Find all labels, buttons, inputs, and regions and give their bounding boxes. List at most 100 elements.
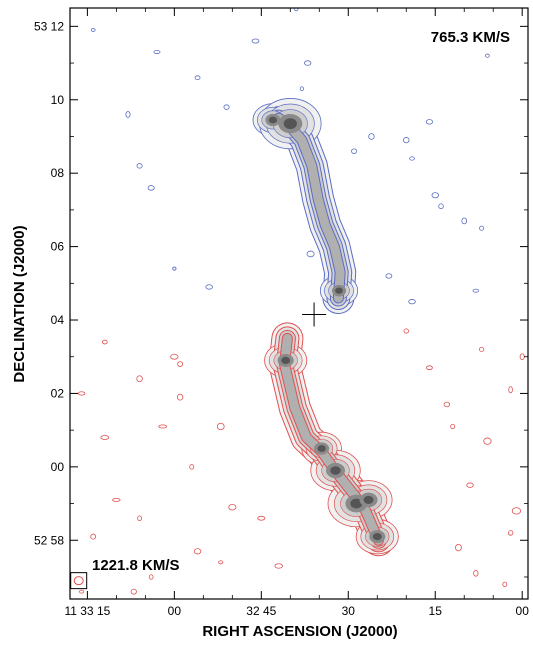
noise-contour-blue (90, 28, 96, 32)
noise-contour-red (90, 533, 97, 540)
noise-contour-red (177, 361, 184, 367)
velocity-label-red: 1221.8 KM/S (92, 557, 180, 574)
noise-contours (77, 0, 525, 595)
noise-contour-red (112, 497, 121, 502)
emission-blue (252, 98, 359, 314)
noise-contour-blue (461, 217, 468, 225)
x-tick-label: 00 (168, 604, 182, 618)
beam-ellipse (73, 576, 84, 586)
noise-contour-red (473, 569, 479, 577)
y-tick-label: 06 (51, 240, 65, 254)
y-tick-label: 04 (51, 313, 65, 327)
noise-contour-red (508, 386, 513, 394)
noise-contour-blue (147, 185, 155, 191)
noise-contour-red (483, 437, 492, 445)
noise-contour-red (216, 422, 225, 431)
y-tick-label: 53 12 (34, 19, 64, 33)
noise-contour-blue (125, 111, 131, 118)
blob-peak-2 (335, 287, 343, 294)
axis-ticks (70, 8, 528, 599)
noise-contour-blue (136, 163, 143, 169)
x-tick-label: 15 (429, 604, 443, 618)
noise-contour-red (443, 401, 451, 408)
noise-contour-blue (293, 8, 299, 12)
noise-contour-red (77, 391, 86, 396)
x-tick-label: 32 45 (246, 604, 276, 618)
noise-contour-red (511, 507, 521, 515)
noise-contour-red (193, 548, 202, 555)
noise-contour-red (137, 515, 142, 522)
noise-contour-blue (368, 133, 375, 140)
noise-contour-red (177, 393, 184, 401)
noise-contour-blue (351, 148, 358, 154)
y-tick-label: 10 (51, 93, 65, 107)
noise-contour-red (218, 560, 224, 565)
noise-contour-blue (306, 250, 315, 258)
tick-labels: 11 33 15 00 32 45 30 15 00 53 12 10 08 06 04 02 00 52… (34, 19, 529, 618)
noise-contour-red (403, 328, 409, 334)
noise-contour-blue (223, 104, 230, 110)
noise-contour-red (479, 346, 485, 352)
noise-contour-blue (276, 0, 281, 3)
noise-contour-red (170, 353, 179, 360)
y-tick-label: 02 (51, 386, 65, 400)
center-cross (302, 302, 327, 327)
noise-contour-blue (385, 273, 393, 279)
y-tick-label: 52 58 (34, 533, 64, 547)
noise-contour-red (502, 581, 508, 588)
contour-layer (77, 0, 525, 595)
noise-contour-red (100, 435, 110, 440)
noise-contour-red (189, 464, 195, 470)
noise-contour-blue (472, 288, 480, 293)
emission-red (264, 322, 399, 557)
noise-contour-blue (431, 192, 439, 199)
noise-contour-blue (409, 156, 415, 161)
noise-contour-blue (299, 86, 304, 92)
noise-contour-blue (205, 284, 213, 290)
y-tick-label: 00 (51, 460, 65, 474)
noise-contour-blue (403, 137, 410, 144)
noise-contour-red (148, 574, 154, 580)
noise-contour-red (257, 515, 266, 521)
noise-contour-blue (408, 299, 416, 305)
noise-contour-blue (251, 38, 260, 44)
blob-peak-1 (317, 445, 326, 452)
noise-contour-red (426, 365, 433, 371)
x-tick-label: 00 (516, 604, 530, 618)
beam-box (70, 572, 88, 590)
noise-contour-red (507, 530, 514, 536)
noise-contour-blue (172, 266, 177, 271)
noise-contour-red (136, 375, 143, 383)
noise-contour-red (79, 589, 85, 594)
blob-peak-5 (372, 532, 382, 541)
y-axis-title: DECLINATION (J2000) (11, 225, 28, 382)
x-tick-label: 30 (342, 604, 356, 618)
noise-contour-red (130, 588, 137, 595)
noise-contour-red (158, 424, 168, 429)
plot-frame (69, 7, 529, 600)
noise-contour-blue (304, 60, 312, 66)
x-axis-title: RIGHT ASCENSION (J2000) (202, 623, 397, 640)
blob-peak-2 (330, 466, 341, 475)
blob-peak-1 (283, 118, 297, 130)
x-tick-label: 11 33 15 (64, 604, 110, 618)
noise-contour-red (466, 482, 474, 488)
noise-contour-blue (438, 203, 444, 210)
noise-contour-red (274, 563, 283, 569)
noise-contour-red (228, 504, 237, 511)
blob-peak-0 (281, 356, 291, 364)
noise-contour-red (101, 339, 108, 345)
noise-contour-blue (194, 75, 201, 81)
y-tick-label: 08 (51, 166, 65, 180)
blob-peak-0 (268, 116, 278, 124)
noise-contour-blue (425, 119, 433, 125)
noise-contour-red (519, 353, 525, 361)
noise-contour-blue (479, 225, 485, 231)
noise-contour-blue (153, 50, 161, 54)
velocity-label-blue: 765.3 KM/S (431, 29, 510, 46)
beam-marker (70, 572, 88, 590)
blob-peak-4 (363, 495, 374, 504)
noise-contour-blue (485, 53, 490, 58)
blob-peak-3 (350, 498, 363, 509)
